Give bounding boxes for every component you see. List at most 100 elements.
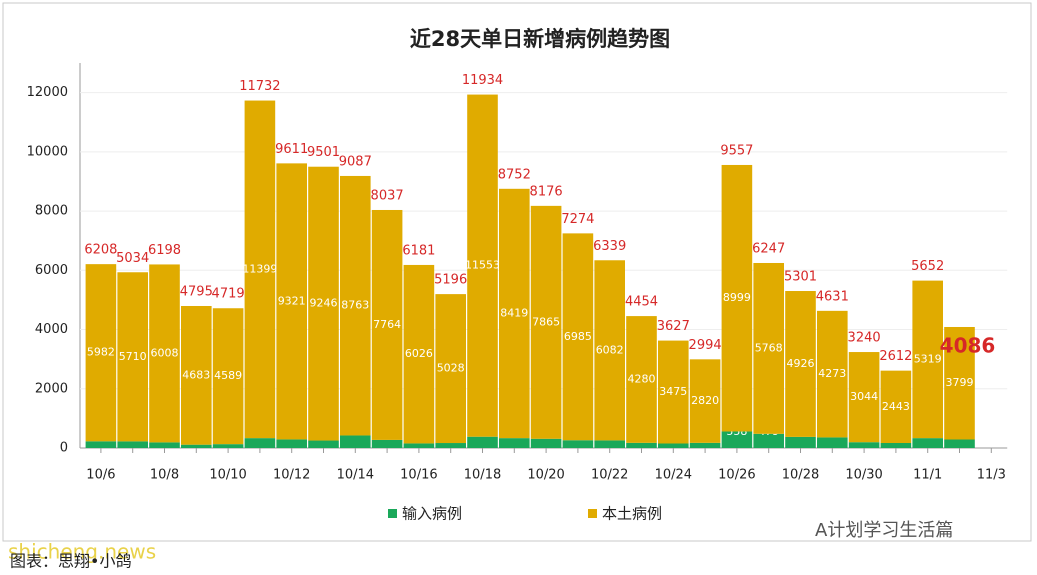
x-tick-label: 10/6: [86, 468, 115, 483]
segment-label: 4683: [182, 368, 210, 381]
bar-segment: [817, 310, 848, 438]
y-tick-label: 6000: [35, 263, 68, 278]
bar-segment: [785, 291, 816, 437]
x-tick-label: 11/1: [913, 468, 942, 483]
x-tick-label: 10/12: [273, 468, 310, 483]
total-label: 6339: [593, 239, 626, 254]
bar-segment: [340, 175, 371, 436]
segment-label: 9321: [278, 294, 306, 307]
segment-label: 8419: [500, 306, 528, 319]
legend-label: 输入病例: [402, 505, 462, 523]
bar-segment: [944, 439, 975, 448]
total-label: 4454: [625, 295, 658, 310]
bar-segment: [689, 442, 721, 448]
legend-swatch: [388, 509, 397, 518]
segment-label: 5768: [755, 341, 783, 354]
bar-segment: [848, 442, 880, 448]
total-label: 9501: [307, 145, 340, 160]
total-label: 2994: [689, 338, 722, 353]
bar-segment: [753, 433, 784, 448]
segment-label: 2820: [691, 394, 719, 407]
x-tick-label: 10/26: [718, 468, 755, 483]
total-label: 6208: [84, 243, 117, 258]
bar-segment: [85, 441, 117, 448]
segment-label: 3799: [946, 376, 974, 389]
x-tick-label: 10/30: [845, 468, 882, 483]
segment-label: 6082: [596, 343, 624, 356]
x-tick-label: 10/24: [655, 468, 692, 483]
total-label: 8176: [530, 184, 563, 199]
segment-label: 6008: [151, 346, 179, 359]
segment-label: 5710: [119, 350, 147, 363]
total-label: 9611: [275, 142, 308, 157]
bar-segment: [149, 442, 180, 448]
bar-segment: [721, 164, 753, 432]
bar-segment: [689, 359, 721, 443]
segment-label: 5319: [914, 352, 942, 365]
bar-segment: [435, 443, 466, 448]
total-label: 2612: [879, 349, 912, 364]
bar-segment: [244, 438, 276, 448]
total-label: 4086: [940, 333, 996, 357]
bar-segment: [530, 205, 562, 439]
bar-segment: [499, 438, 530, 448]
y-tick-label: 12000: [27, 85, 68, 100]
total-label: 6181: [402, 243, 435, 258]
total-label: 9557: [720, 143, 753, 158]
bar-segment: [753, 262, 784, 434]
x-tick-label: 11/3: [977, 468, 1006, 483]
y-tick-label: 0: [60, 441, 68, 456]
bar-segment: [435, 294, 466, 444]
bar-segment: [530, 438, 562, 448]
segment-label: 4280: [628, 372, 656, 385]
total-label: 8037: [371, 188, 404, 203]
watermark-credit: 图表：思翔•小鸽: [10, 552, 131, 571]
x-tick-label: 10/14: [337, 468, 374, 483]
bar-segment: [403, 264, 435, 444]
bar-segment: [658, 443, 689, 448]
bar-segment: [785, 436, 816, 448]
segment-label: 11553: [465, 259, 500, 272]
y-tick-label: 8000: [35, 204, 68, 219]
watermark-site: shicheng.news: [8, 540, 156, 564]
bar-segment: [912, 280, 943, 439]
bar-segment: [880, 442, 912, 448]
total-label: 3240: [848, 331, 881, 346]
segment-label: 6026: [405, 347, 433, 360]
bar-segment: [562, 440, 594, 448]
bar-segment: [594, 260, 625, 441]
bar-segment: [467, 436, 498, 448]
total-label: 6247: [752, 241, 785, 256]
total-label: 3627: [657, 319, 690, 334]
bar-segment: [912, 438, 943, 448]
bar-segment: [658, 340, 689, 444]
x-tick-label: 10/16: [400, 468, 437, 483]
bar-segment: [276, 439, 307, 448]
bar-segment: [117, 441, 148, 448]
bar-segment: [244, 100, 276, 439]
total-label: 5301: [784, 270, 817, 285]
chart-title: 近28天单日新增病例趋势图: [410, 27, 670, 51]
bar-segment: [308, 166, 339, 441]
total-label: 6198: [148, 243, 181, 258]
total-label: 9087: [339, 154, 372, 169]
x-tick-label: 10/10: [209, 468, 246, 483]
bar-segment: [626, 442, 657, 448]
segment-label: 7865: [532, 315, 560, 328]
watermark-account: A计划学习生活篇: [815, 520, 953, 541]
bar-segment: [371, 439, 403, 448]
segment-label: 8763: [341, 299, 369, 312]
bar-segment: [817, 437, 848, 448]
segment-label: 4589: [214, 369, 242, 382]
x-tick-label: 10/8: [150, 468, 179, 483]
bar-segment: [308, 440, 339, 448]
segment-label: 8999: [723, 291, 751, 304]
bar-segment: [149, 264, 180, 443]
total-label: 11934: [462, 73, 503, 88]
bar-segment: [117, 272, 148, 442]
segment-label: 4926: [787, 357, 815, 370]
total-label: 4631: [816, 289, 849, 304]
segment-label: 5982: [87, 346, 115, 359]
total-label: 4719: [212, 287, 245, 302]
